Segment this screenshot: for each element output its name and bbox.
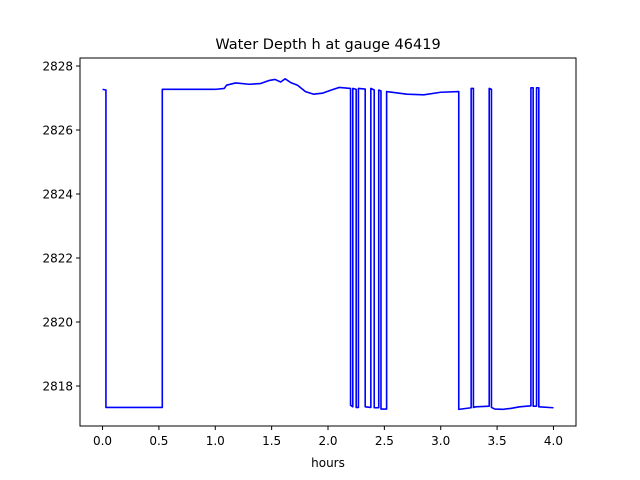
x-tick-label: 2.5 xyxy=(375,434,394,448)
x-tick-label: 2.0 xyxy=(318,434,337,448)
x-tick-label: 4.0 xyxy=(544,434,563,448)
y-tick-label: 2818 xyxy=(42,380,73,394)
series-line xyxy=(102,78,554,411)
plot-series xyxy=(102,78,554,411)
y-tick-label: 2822 xyxy=(42,252,73,266)
y-tick-label: 2828 xyxy=(42,60,73,74)
y-tick-label: 2820 xyxy=(42,316,73,330)
y-tick-label: 2826 xyxy=(42,124,73,138)
y-axis-ticks: 2818 2820 2822 2824 2826 2828 xyxy=(42,60,80,394)
plot-frame xyxy=(79,57,577,427)
x-axis-label: hours xyxy=(311,456,345,470)
x-tick-label: 0.5 xyxy=(149,434,168,448)
x-tick-label: 0.0 xyxy=(93,434,112,448)
x-tick-label: 3.0 xyxy=(431,434,450,448)
x-tick-label: 3.5 xyxy=(488,434,507,448)
x-tick-label: 1.0 xyxy=(206,434,225,448)
chart-title: Water Depth h at gauge 46419 xyxy=(215,37,440,53)
x-axis-ticks: 0.0 0.5 1.0 1.5 2.0 2.5 3.0 3.5 4.0 xyxy=(93,426,563,448)
y-tick-label: 2824 xyxy=(42,188,73,202)
x-tick-label: 1.5 xyxy=(262,434,281,448)
